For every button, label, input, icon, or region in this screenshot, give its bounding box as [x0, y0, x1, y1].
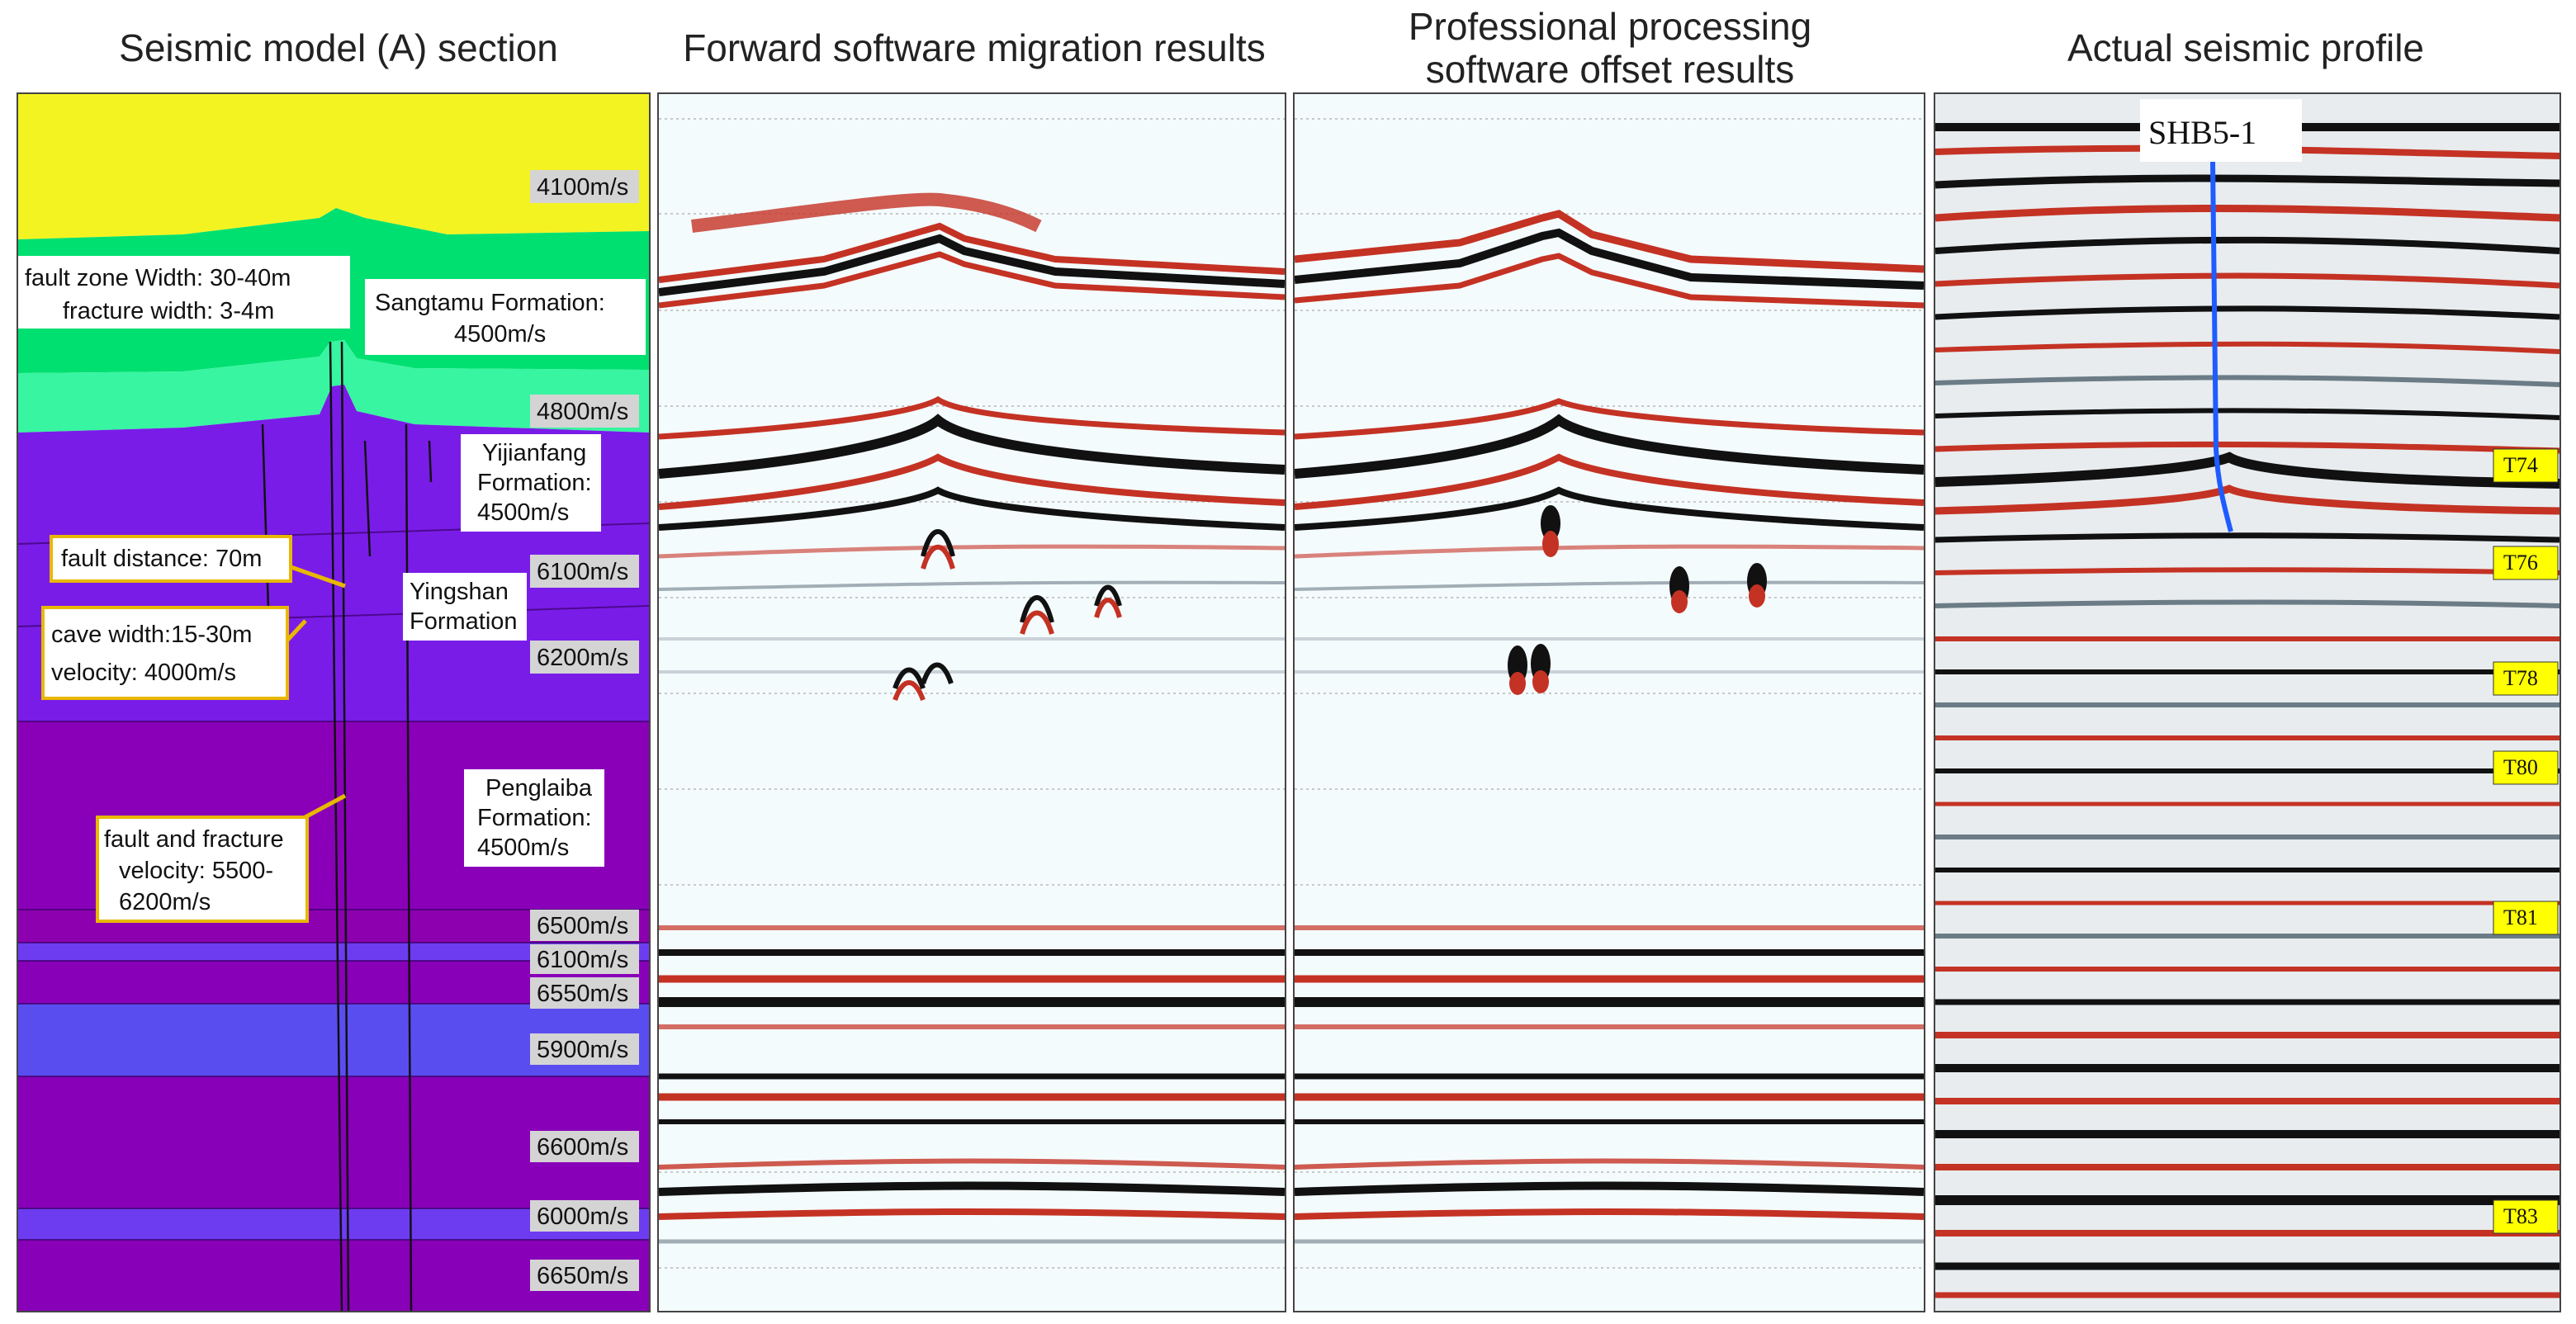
vel-label-1: 4800m/s: [537, 399, 628, 425]
marker-t81: T81: [2503, 906, 2538, 929]
title-professional: Professional processing software offset …: [1288, 5, 1932, 91]
title-actual: Actual seismic profile: [2067, 26, 2425, 69]
fault-fracture-line3: 6200m/s: [119, 889, 211, 915]
vel-label-10: 6650m/s: [537, 1263, 628, 1289]
yingshan-line2: Formation: [410, 608, 518, 635]
vel-label-4: 6500m/s: [537, 913, 628, 939]
yijianfang-line1: Yijianfang: [482, 440, 586, 466]
yijianfang-line2: Formation:: [477, 470, 592, 496]
cave-line2: velocity: 4000m/s: [51, 660, 236, 686]
actual-panel: SHB5-1 T74 T76 T78 T80 T81 T83: [1934, 92, 2561, 1312]
marker-t74: T74: [2503, 453, 2538, 477]
yijianfang-line3: 4500m/s: [477, 499, 569, 526]
model-panel: 4100m/s 4800m/s 6100m/s 6200m/s 6500m/s …: [17, 92, 651, 1312]
faults: [261, 341, 433, 1311]
annotations: fault zone Width: 30-40m fracture width:…: [18, 256, 350, 923]
fault-zone-line1: fault zone Width: 30-40m: [25, 265, 291, 291]
vel-label-6: 6550m/s: [537, 981, 628, 1007]
velocity-labels: 4100m/s 4800m/s 6100m/s 6200m/s 6500m/s …: [530, 170, 639, 1291]
forward-panel: [657, 92, 1286, 1312]
layer-top: [18, 94, 649, 239]
vel-label-3: 6200m/s: [537, 645, 628, 671]
horizon-markers: T74 T76 T78 T80 T81 T83: [2493, 448, 2559, 1234]
sangtamu-line1: Sangtamu Formation:: [375, 290, 605, 316]
vel-label-7: 5900m/s: [537, 1037, 628, 1063]
fault-fracture-line2: velocity: 5500-: [119, 858, 273, 884]
vel-label-0: 4100m/s: [537, 174, 628, 201]
marker-t78: T78: [2503, 666, 2538, 690]
layer-light-green: [18, 340, 649, 433]
well-label: SHB5-1: [2148, 114, 2256, 151]
vel-label-2: 6100m/s: [537, 559, 628, 585]
fault-zone-line2: fracture width: 3-4m: [63, 298, 274, 324]
vel-label-5: 6100m/s: [537, 947, 628, 973]
forward-diffractions: [893, 529, 1122, 702]
forward-grid: [659, 118, 1285, 1269]
fault-distance-label: fault distance: 70m: [61, 546, 262, 572]
marker-t76: T76: [2503, 551, 2538, 575]
model-svg: 4100m/s 4800m/s 6100m/s 6200m/s 6500m/s …: [18, 94, 649, 1311]
well-label-bg: [2140, 99, 2302, 162]
title-professional-line1: Professional processing: [1408, 5, 1812, 48]
title-professional-line2: software offset results: [1425, 48, 1795, 91]
professional-svg: [1295, 94, 1924, 1311]
vel-label-8: 6600m/s: [537, 1134, 628, 1161]
vel-label-9: 6000m/s: [537, 1203, 628, 1230]
professional-panel: [1293, 92, 1925, 1312]
forward-reflectors: [659, 192, 1285, 1244]
actual-svg: SHB5-1 T74 T76 T78 T80 T81 T83: [1935, 94, 2559, 1311]
penglaiba-line3: 4500m/s: [477, 835, 569, 861]
marker-t80: T80: [2503, 755, 2538, 779]
professional-diffractions: [1508, 505, 1767, 695]
title-model: Seismic model (A) section: [119, 26, 558, 69]
sangtamu-line2: 4500m/s: [454, 321, 546, 348]
yingshan-line1: Yingshan: [410, 579, 509, 605]
fault-fracture-line1: fault and fracture: [104, 826, 284, 853]
well-trajectory: [2210, 161, 2233, 532]
title-forward: Forward software migration results: [683, 26, 1266, 69]
forward-svg: [659, 94, 1285, 1311]
actual-reflectors: [1935, 123, 2559, 1298]
layer-6100b: [18, 943, 649, 961]
penglaiba-line2: Formation:: [477, 805, 592, 831]
penglaiba-line1: Penglaiba: [485, 775, 593, 801]
marker-t83: T83: [2503, 1204, 2538, 1228]
formation-labels: Sangtamu Formation: 4500m/s Yijianfang F…: [365, 279, 646, 867]
professional-reflectors: [1295, 210, 1924, 1244]
cave-line1: cave width:15-30m: [51, 622, 252, 648]
